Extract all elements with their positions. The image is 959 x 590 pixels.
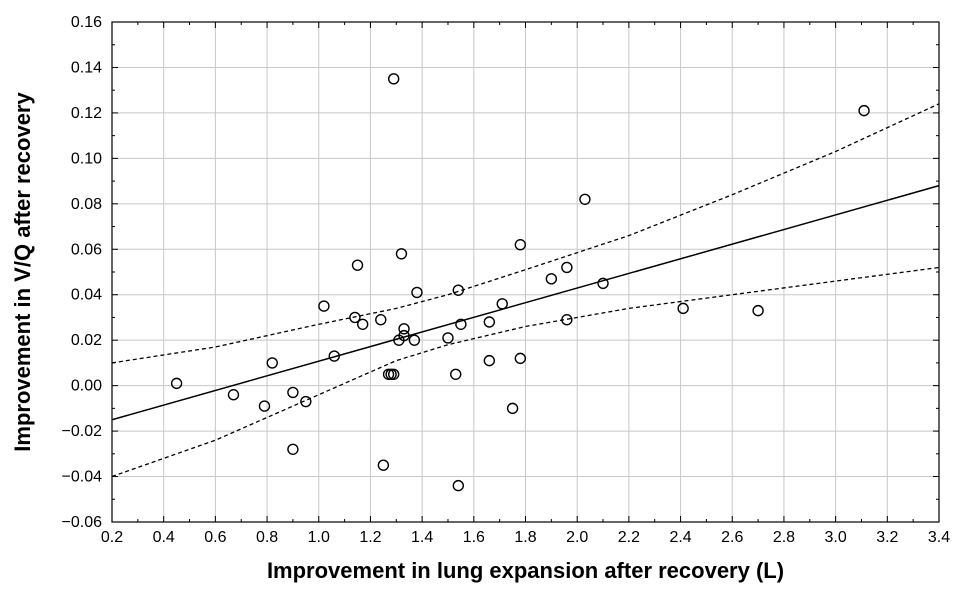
y-tick-labels: −0.06 −0.04 −0.02 0.00 0.02 0.04 0.06 0.08 0.10 0… — [62, 14, 103, 531]
y-tick-label: 0.06 — [71, 241, 102, 258]
y-tick-label: −0.02 — [62, 423, 103, 440]
data-point — [455, 318, 467, 330]
x-tick-label: 0.4 — [153, 529, 175, 546]
data-point — [398, 323, 410, 335]
x-tick-label: 2.8 — [773, 529, 795, 546]
regression-line — [111, 184, 940, 421]
x-tick-label: 1.8 — [514, 529, 536, 546]
x-tick-label: 1.0 — [308, 529, 330, 546]
x-tick-label: 3.2 — [876, 529, 898, 546]
data-point — [258, 400, 271, 412]
x-tick-label: 0.6 — [204, 529, 226, 546]
x-tick-label: 0.2 — [101, 529, 123, 546]
data-point — [227, 389, 240, 401]
axis-ticks — [111, 21, 940, 523]
data-point — [677, 302, 689, 315]
y-axis-title: Improvement in V/Q after recovery — [10, 92, 35, 452]
data-point — [266, 357, 278, 369]
y-tick-label: −0.04 — [62, 469, 103, 486]
grid — [111, 21, 940, 523]
x-tick-label: 2.6 — [721, 529, 743, 546]
data-point — [287, 386, 299, 399]
data-point — [442, 332, 454, 344]
x-tick-label: 3.0 — [825, 529, 847, 546]
data-point — [287, 443, 299, 455]
x-tick-label: 2.0 — [566, 529, 588, 546]
data-point — [561, 314, 573, 326]
data-point — [349, 311, 361, 324]
data-point — [377, 459, 390, 471]
data-point — [579, 193, 591, 205]
x-tick-label: 2.4 — [669, 529, 691, 546]
data-point — [395, 248, 408, 260]
data-point — [752, 304, 764, 317]
x-tick-label: 1.2 — [359, 529, 381, 546]
y-tick-label: 0.14 — [71, 59, 102, 76]
y-tick-label: 0.00 — [71, 378, 102, 395]
data-point — [375, 314, 387, 326]
data-point — [496, 298, 508, 310]
x-tick-label: 1.6 — [463, 529, 485, 546]
data-point — [300, 395, 312, 408]
x-tick-label: 1.4 — [411, 529, 433, 546]
x-tick-label: 0.8 — [256, 529, 278, 546]
data-point — [452, 284, 465, 296]
x-axis-title: Improvement in lung expansion after reco… — [267, 558, 784, 583]
y-tick-label: 0.04 — [71, 287, 102, 304]
data-point — [351, 259, 364, 271]
x-tick-labels: 0.2 0.4 0.6 0.8 1.0 1.2 1.4 1.6 1.8 2.0 2.2 2.4 2.6 2… — [101, 529, 950, 546]
data-point — [450, 368, 462, 380]
data-point — [408, 334, 421, 346]
data-point — [356, 318, 369, 330]
data-point — [318, 300, 330, 312]
x-tick-label: 3.4 — [928, 529, 950, 546]
y-tick-label: 0.02 — [71, 332, 102, 349]
y-tick-label: 0.10 — [71, 150, 102, 167]
data-point — [483, 354, 496, 367]
data-points — [170, 73, 870, 492]
data-point — [514, 239, 527, 251]
confidence-lower-line — [111, 266, 940, 478]
y-tick-label: 0.08 — [71, 196, 102, 213]
y-tick-label: 0.16 — [71, 14, 102, 31]
y-tick-label: −0.06 — [62, 514, 103, 531]
data-point — [387, 73, 400, 85]
data-point — [398, 329, 410, 342]
data-point — [387, 368, 400, 380]
data-point — [328, 350, 340, 362]
regression-fit — [111, 184, 940, 421]
data-point — [483, 316, 496, 328]
confidence-upper-line — [111, 103, 940, 364]
data-point — [506, 402, 519, 415]
y-tick-label: 0.12 — [71, 105, 102, 122]
confidence-band — [111, 103, 940, 478]
data-point — [561, 261, 573, 274]
data-point — [411, 286, 423, 299]
data-point — [545, 273, 558, 285]
data-point — [597, 277, 609, 290]
data-point — [514, 352, 527, 365]
data-point — [452, 479, 465, 492]
data-point — [170, 377, 183, 390]
data-point — [858, 104, 870, 117]
x-tick-label: 2.2 — [618, 529, 640, 546]
